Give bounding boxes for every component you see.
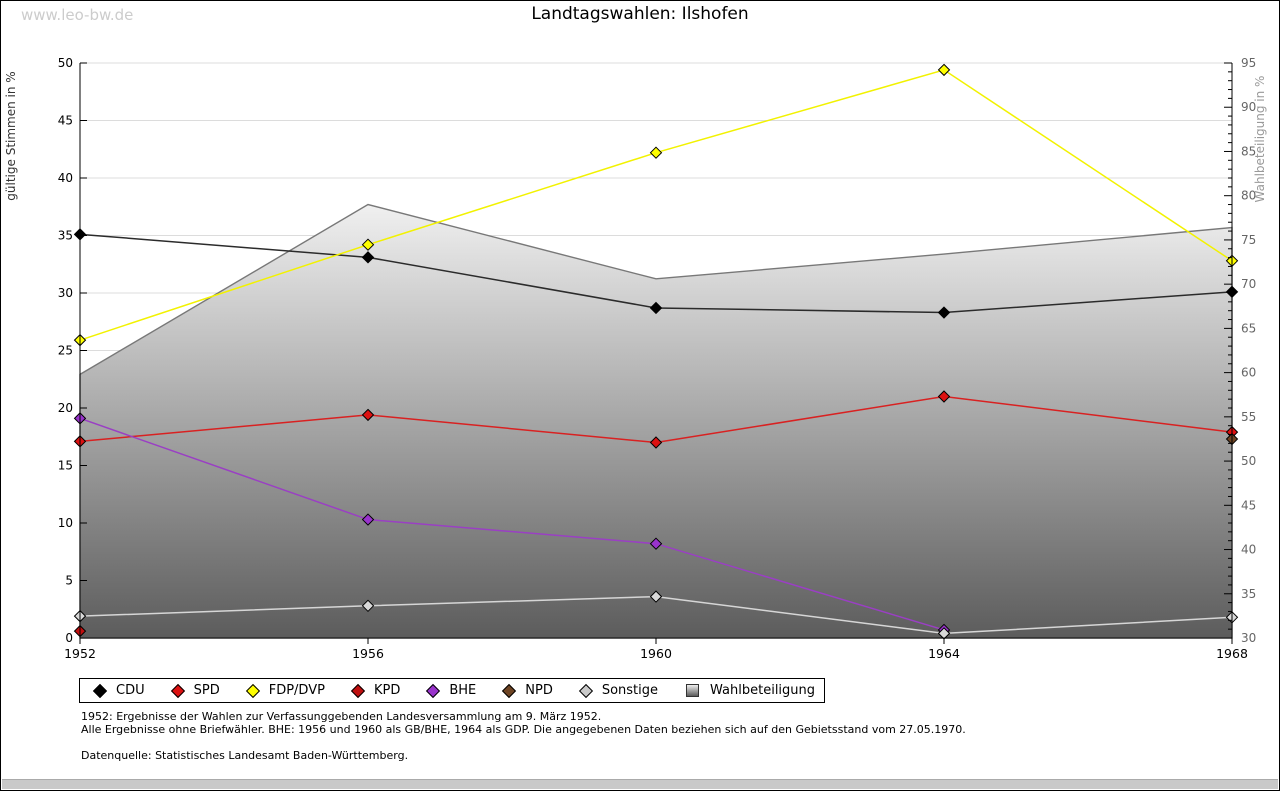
legend-item-npd: NPD	[502, 683, 553, 698]
svg-text:90: 90	[1241, 100, 1256, 114]
svg-text:45: 45	[58, 114, 73, 128]
svg-text:50: 50	[58, 56, 73, 70]
legend-label: CDU	[116, 683, 145, 698]
data-point-fdp-dvp-1956	[361, 238, 375, 251]
data-point-cdu-1960	[649, 301, 663, 315]
footnotes: 1952: Ergebnisse der Wahlen zur Verfassu…	[81, 710, 966, 762]
data-point-cdu-1956	[361, 251, 375, 264]
svg-text:0: 0	[65, 631, 73, 645]
legend-marker-diamond	[350, 683, 366, 698]
svg-text:30: 30	[1241, 631, 1256, 645]
data-point-fdp-dvp-1960	[649, 146, 663, 159]
data-point-bhe-1960	[649, 537, 663, 550]
horizontal-scrollbar-track[interactable]	[2, 779, 1278, 789]
svg-text:1960: 1960	[640, 646, 672, 661]
footnote-source: Datenquelle: Statistisches Landesamt Bad…	[81, 749, 409, 762]
series-sonstige	[73, 590, 1239, 640]
svg-text:75: 75	[1241, 233, 1256, 247]
footnote-method: Alle Ergebnisse ohne Briefwähler. BHE: 1…	[81, 723, 966, 736]
svg-text:30: 30	[58, 286, 73, 300]
left-axis: 0 5 10 15 20 25 30 35 40 45 50	[58, 56, 87, 645]
svg-text:40: 40	[58, 171, 73, 185]
svg-text:60: 60	[1241, 366, 1256, 380]
svg-text:25: 25	[58, 344, 73, 358]
x-axis: 1952 1956 1960 1964 1968	[64, 638, 1248, 661]
svg-text:45: 45	[1241, 498, 1256, 512]
svg-text:1968: 1968	[1216, 646, 1248, 661]
legend-item-fdp-dvp: FDP/DVP	[245, 683, 325, 698]
legend-item-sonstige: Sonstige	[578, 683, 659, 698]
data-point-spd-1960	[649, 436, 663, 449]
chart-plot: 0 5 10 15 20 25 30 35 40 45 50 1952 1956 1960 1964 1968…	[4, 56, 1267, 661]
legend-item-bhe: BHE	[426, 683, 477, 698]
legend-item-wahlbeteiligung: Wahlbeteiligung	[686, 683, 815, 698]
svg-text:35: 35	[58, 229, 73, 243]
svg-text:10: 10	[58, 516, 73, 530]
svg-text:5: 5	[65, 574, 73, 588]
right-axis: 30 35 40 45 50 55 60 65 70 75 80 85 90 95	[1224, 56, 1256, 645]
legend-label: Wahlbeteiligung	[710, 683, 816, 698]
series-cdu	[73, 228, 1239, 319]
legend-label: BHE	[449, 683, 477, 698]
legend-marker-diamond	[170, 683, 185, 698]
legend-marker-diamond	[92, 683, 108, 698]
legend-label: NPD	[525, 683, 553, 698]
data-point-cdu-1964	[937, 306, 951, 319]
svg-text:20: 20	[58, 401, 73, 415]
legend-item-cdu: CDU	[92, 683, 145, 698]
legend-label: Sonstige	[601, 683, 659, 698]
svg-text:1956: 1956	[352, 646, 384, 661]
svg-text:1964: 1964	[928, 646, 960, 661]
legend-label: SPD	[193, 683, 220, 698]
svg-text:1952: 1952	[64, 646, 96, 661]
series-fdp-dvp	[73, 63, 1239, 347]
left-axis-title: gültige Stimmen in %	[4, 71, 18, 200]
data-point-sonstige-1960	[649, 590, 663, 603]
svg-text:50: 50	[1241, 454, 1256, 468]
right-axis-title: Wahlbeteiligung in %	[1253, 76, 1267, 203]
svg-text:85: 85	[1241, 144, 1256, 158]
legend-marker-diamond	[426, 683, 441, 698]
legend-item-spd: SPD	[170, 683, 220, 698]
legend-marker-diamond	[578, 683, 593, 698]
svg-text:40: 40	[1241, 543, 1256, 557]
svg-text:15: 15	[58, 459, 73, 473]
svg-text:35: 35	[1241, 587, 1256, 601]
svg-text:70: 70	[1241, 277, 1256, 291]
svg-text:55: 55	[1241, 410, 1256, 424]
legend-item-kpd: KPD	[350, 683, 401, 698]
data-point-spd-1956	[361, 408, 375, 422]
legend-label: KPD	[373, 683, 401, 698]
svg-text:65: 65	[1241, 321, 1256, 335]
data-point-spd-1964	[937, 390, 951, 403]
data-point-sonstige-1956	[361, 599, 375, 613]
legend-marker-square	[686, 684, 700, 697]
data-point-fdp-dvp-1964	[937, 63, 951, 77]
svg-text:95: 95	[1241, 56, 1256, 70]
data-point-bhe-1956	[361, 513, 375, 526]
page-title: Landtagswahlen: Ilshofen	[531, 4, 749, 24]
legend: CDU SPD FDP/DVP KPD BHE NPD Sonstige Wahlbeteil…	[79, 678, 825, 703]
series-wahlbeteiligung-area	[79, 203, 1233, 639]
legend-marker-diamond	[245, 683, 260, 698]
svg-text:80: 80	[1241, 189, 1256, 203]
legend-label: FDP/DVP	[268, 683, 325, 698]
footnote-1952: 1952: Ergebnisse der Wahlen zur Verfassu…	[81, 710, 602, 723]
watermark: www.leo-bw.de	[21, 6, 134, 24]
legend-marker-diamond	[502, 683, 517, 698]
